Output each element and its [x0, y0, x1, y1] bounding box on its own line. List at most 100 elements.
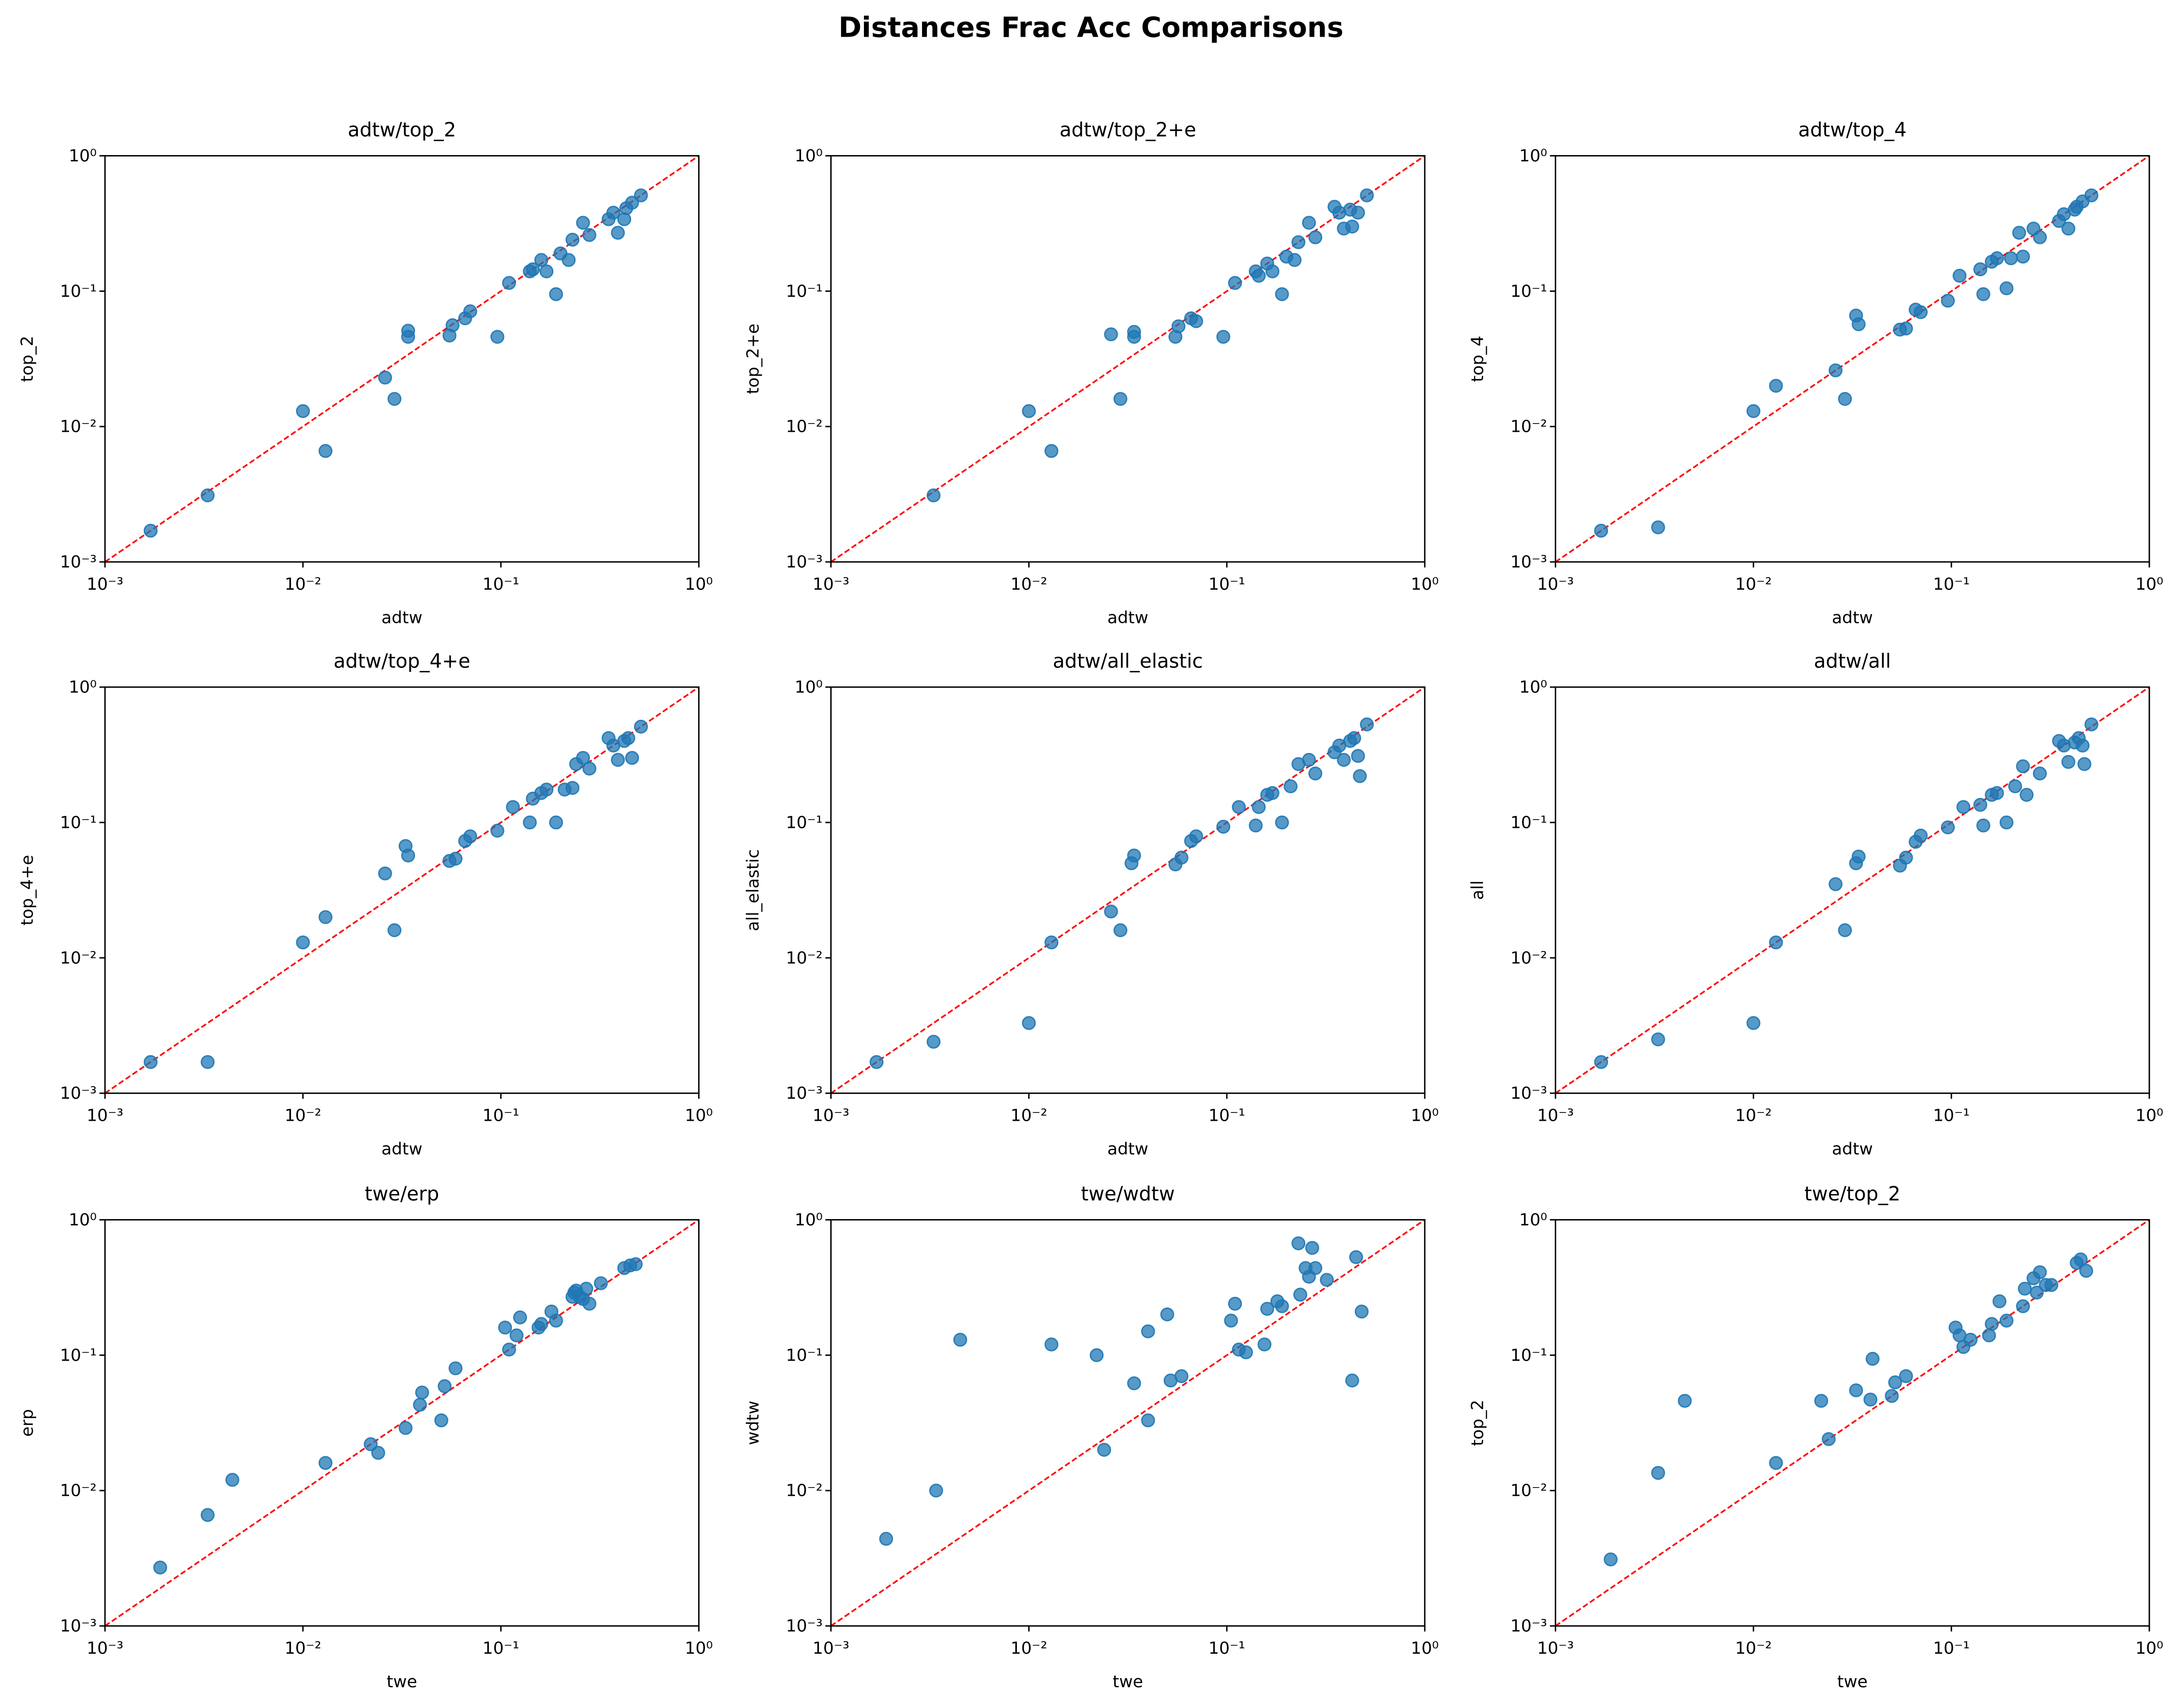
- y-tick-label: 10⁰: [69, 678, 97, 697]
- point: [434, 1413, 448, 1427]
- subplot: adtw/all adtw all 10⁻³ 10⁻² 10⁻¹ 10⁰ 10⁻³ 10⁻² 10…: [1468, 650, 2163, 1159]
- x-tick-label: 10⁻¹: [1933, 575, 1970, 594]
- y-tick-label: 10⁻¹: [60, 1346, 97, 1365]
- point: [1347, 731, 1362, 745]
- figure-title: Distances Frac Acc Comparisons: [838, 11, 1344, 44]
- y-tick-label: 10⁻¹: [786, 282, 822, 301]
- point: [200, 1508, 215, 1522]
- point: [1594, 1055, 1609, 1069]
- axes-frame: [830, 686, 1426, 1094]
- diagonal-line: [831, 1220, 1425, 1626]
- point: [1351, 749, 1365, 763]
- axes-frame: [1555, 155, 2150, 563]
- diagonal-line: [1555, 1220, 2150, 1626]
- y-tick-label: 10⁻³: [786, 1084, 822, 1103]
- point: [1888, 1375, 1902, 1390]
- y-tick-label: 10⁻²: [1510, 1481, 1547, 1501]
- point: [582, 761, 596, 776]
- point: [634, 719, 648, 734]
- x-tick-label: 10⁰: [685, 1639, 713, 1658]
- y-tick-label: 10⁻³: [1510, 553, 1547, 572]
- plot-area: [831, 1220, 1425, 1626]
- plot-area: [105, 687, 699, 1093]
- point: [1275, 1299, 1289, 1313]
- y-axis-label: erp: [18, 1409, 37, 1437]
- point: [1283, 779, 1298, 794]
- point: [1899, 1369, 1913, 1383]
- y-tick-label: 10⁻³: [1510, 1617, 1547, 1636]
- y-tick-label: 10⁻³: [1510, 1084, 1547, 1103]
- x-axis-label: adtw: [1832, 1139, 1873, 1159]
- x-tick-label: 10⁻²: [285, 1639, 321, 1658]
- x-axis-label: adtw: [1107, 608, 1148, 627]
- x-tick-label: 10⁻³: [813, 1639, 849, 1658]
- point: [448, 851, 463, 866]
- point: [1940, 293, 1955, 308]
- point: [1308, 1261, 1322, 1275]
- point: [1349, 1250, 1363, 1264]
- x-tick-label: 10⁻²: [1735, 1639, 1772, 1658]
- point: [398, 1421, 413, 1435]
- x-tick-label: 10⁻²: [1011, 1106, 1047, 1126]
- x-tick-label: 10⁰: [2136, 1639, 2163, 1658]
- point: [2008, 779, 2022, 794]
- point: [1252, 268, 1266, 283]
- point: [490, 330, 505, 344]
- point: [1228, 276, 1242, 290]
- point: [364, 1437, 378, 1451]
- point: [594, 1276, 608, 1290]
- x-tick-label: 10⁰: [1411, 1106, 1439, 1126]
- point: [506, 800, 520, 814]
- y-tick-label: 10⁻²: [1510, 948, 1547, 968]
- point: [565, 781, 580, 795]
- plot-area: [831, 687, 1425, 1093]
- x-tick-label: 10⁻¹: [483, 1106, 519, 1126]
- subplot-title: adtw/top_4+e: [333, 650, 470, 672]
- point: [534, 1317, 549, 1331]
- x-axis-label: adtw: [381, 1139, 422, 1159]
- point: [1838, 923, 1852, 937]
- point: [549, 815, 563, 830]
- y-tick-label: 10⁰: [1519, 678, 1547, 697]
- point: [625, 751, 639, 765]
- x-tick-label: 10⁰: [1411, 1639, 1439, 1658]
- point: [1952, 268, 1967, 283]
- plot-area: [105, 155, 699, 562]
- point: [1594, 524, 1609, 538]
- point: [1984, 1317, 1999, 1331]
- point: [1351, 205, 1365, 220]
- point: [1302, 216, 1316, 230]
- y-axis-label: top_4: [1468, 336, 1488, 382]
- point: [1829, 877, 1843, 891]
- point: [1999, 1313, 2014, 1328]
- point: [926, 488, 941, 503]
- x-tick-label: 10⁻³: [1537, 1106, 1574, 1126]
- y-tick-label: 10⁻³: [786, 1617, 822, 1636]
- point: [1257, 1337, 1272, 1352]
- diagonal-line: [831, 687, 1425, 1093]
- point: [413, 1397, 427, 1412]
- point: [582, 228, 596, 242]
- point: [1044, 444, 1058, 458]
- subplot-title: twe/top_2: [1805, 1183, 1901, 1205]
- point: [318, 910, 332, 924]
- x-tick-label: 10⁻¹: [1933, 1106, 1970, 1126]
- x-tick-label: 10⁻²: [1011, 1639, 1047, 1658]
- point: [498, 1320, 512, 1335]
- y-tick-label: 10⁰: [69, 146, 97, 166]
- point: [509, 1328, 524, 1343]
- point: [1992, 1294, 2006, 1309]
- point: [1104, 327, 1118, 341]
- y-tick-label: 10⁻³: [786, 553, 822, 572]
- point: [1275, 815, 1289, 830]
- x-axis-label: twe: [1837, 1672, 1868, 1691]
- x-axis-label: adtw: [1107, 1139, 1148, 1159]
- point: [549, 287, 563, 301]
- axes-frame: [1555, 1219, 2150, 1627]
- point: [2077, 757, 2092, 771]
- x-tick-label: 10⁰: [2136, 1106, 2163, 1126]
- point: [200, 488, 215, 503]
- point: [582, 1296, 596, 1311]
